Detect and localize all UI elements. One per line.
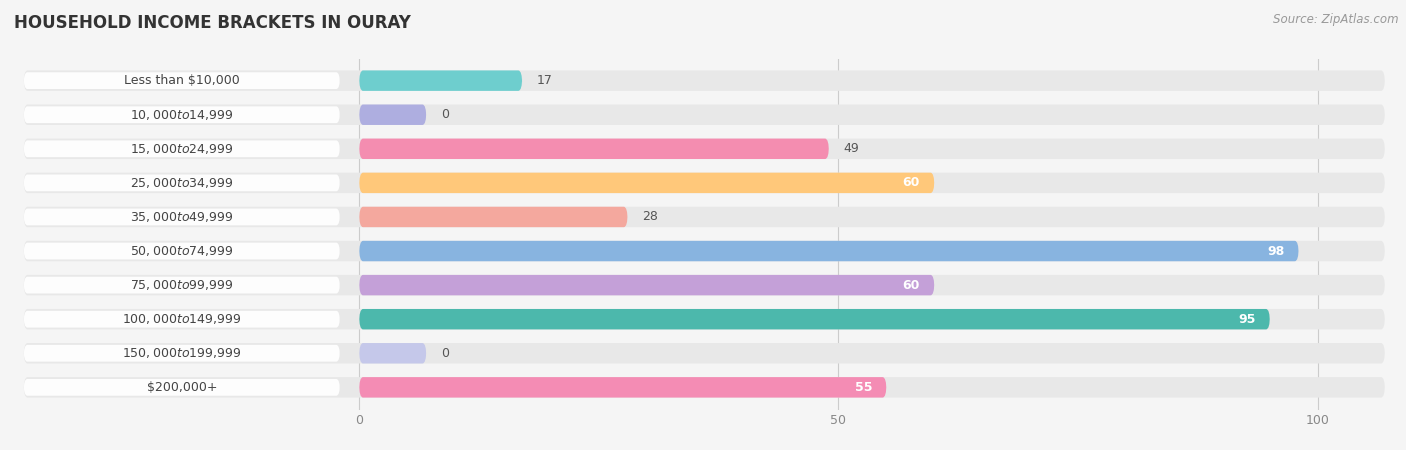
FancyBboxPatch shape — [359, 275, 935, 295]
Text: Less than $10,000: Less than $10,000 — [124, 74, 239, 87]
FancyBboxPatch shape — [24, 209, 340, 225]
FancyBboxPatch shape — [359, 377, 886, 397]
Text: 17: 17 — [537, 74, 553, 87]
FancyBboxPatch shape — [359, 309, 1270, 329]
Text: 0: 0 — [440, 347, 449, 360]
FancyBboxPatch shape — [24, 277, 340, 293]
Text: 60: 60 — [903, 176, 920, 189]
Text: Source: ZipAtlas.com: Source: ZipAtlas.com — [1274, 14, 1399, 27]
Text: 55: 55 — [855, 381, 872, 394]
FancyBboxPatch shape — [359, 104, 426, 125]
FancyBboxPatch shape — [24, 241, 1385, 261]
Text: 49: 49 — [844, 142, 859, 155]
FancyBboxPatch shape — [24, 309, 1385, 329]
FancyBboxPatch shape — [359, 343, 426, 364]
FancyBboxPatch shape — [24, 311, 340, 328]
Text: HOUSEHOLD INCOME BRACKETS IN OURAY: HOUSEHOLD INCOME BRACKETS IN OURAY — [14, 14, 411, 32]
Text: 60: 60 — [903, 279, 920, 292]
Text: 28: 28 — [643, 211, 658, 224]
FancyBboxPatch shape — [24, 106, 340, 123]
FancyBboxPatch shape — [24, 343, 1385, 364]
FancyBboxPatch shape — [359, 207, 627, 227]
FancyBboxPatch shape — [359, 173, 935, 193]
FancyBboxPatch shape — [24, 345, 340, 362]
FancyBboxPatch shape — [24, 173, 1385, 193]
Text: $25,000 to $34,999: $25,000 to $34,999 — [131, 176, 233, 190]
Text: $10,000 to $14,999: $10,000 to $14,999 — [131, 108, 233, 122]
FancyBboxPatch shape — [24, 72, 340, 89]
FancyBboxPatch shape — [359, 71, 522, 91]
Text: 95: 95 — [1239, 313, 1256, 326]
Text: $35,000 to $49,999: $35,000 to $49,999 — [131, 210, 233, 224]
Text: 0: 0 — [440, 108, 449, 121]
FancyBboxPatch shape — [359, 139, 830, 159]
Text: $100,000 to $149,999: $100,000 to $149,999 — [122, 312, 242, 326]
FancyBboxPatch shape — [24, 275, 1385, 295]
FancyBboxPatch shape — [359, 241, 1299, 261]
FancyBboxPatch shape — [24, 139, 1385, 159]
FancyBboxPatch shape — [24, 104, 1385, 125]
FancyBboxPatch shape — [24, 377, 1385, 397]
FancyBboxPatch shape — [24, 175, 340, 191]
Text: $15,000 to $24,999: $15,000 to $24,999 — [131, 142, 233, 156]
FancyBboxPatch shape — [24, 243, 340, 259]
Text: $150,000 to $199,999: $150,000 to $199,999 — [122, 346, 242, 360]
FancyBboxPatch shape — [24, 140, 340, 157]
FancyBboxPatch shape — [24, 207, 1385, 227]
Text: 98: 98 — [1267, 244, 1284, 257]
FancyBboxPatch shape — [24, 71, 1385, 91]
Text: $50,000 to $74,999: $50,000 to $74,999 — [131, 244, 233, 258]
Text: $75,000 to $99,999: $75,000 to $99,999 — [131, 278, 233, 292]
Text: $200,000+: $200,000+ — [146, 381, 217, 394]
FancyBboxPatch shape — [24, 379, 340, 396]
